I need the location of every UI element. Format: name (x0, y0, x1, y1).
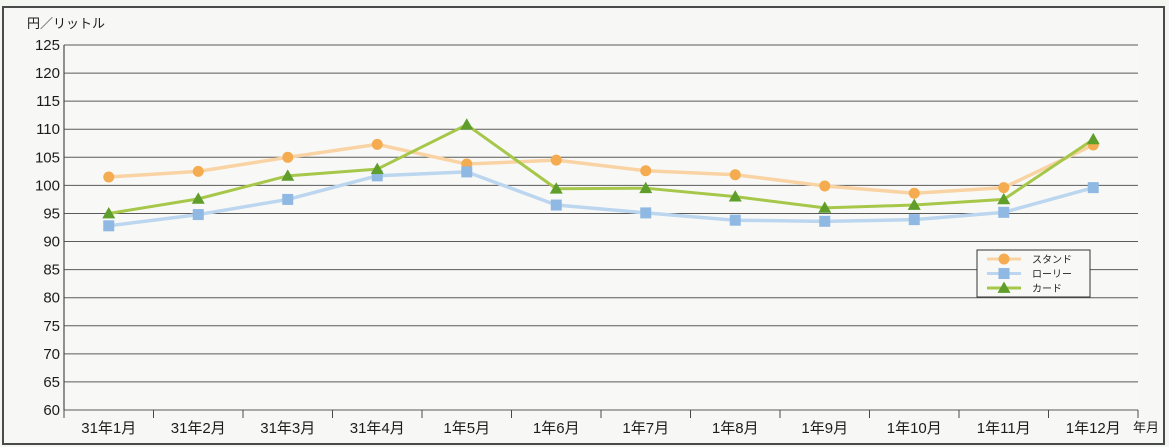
y-tick-label: 65 (43, 374, 60, 391)
y-tick-label: 110 (36, 121, 60, 138)
x-tick-label: 1年8月 (712, 420, 759, 437)
x-tick-label: 31年2月 (171, 420, 226, 437)
data-point-card (460, 118, 474, 130)
data-point-lorry (103, 220, 115, 232)
data-point-lorry (550, 199, 562, 211)
data-point-lorry (282, 193, 294, 205)
x-tick-label: 1年9月 (801, 420, 848, 437)
data-point-lorry (998, 206, 1010, 218)
legend-label-stand: スタンド (1032, 254, 1072, 266)
y-tick-label: 80 (43, 290, 60, 307)
x-tick-label: 31年1月 (81, 420, 136, 437)
x-tick-label: 1年5月 (443, 420, 490, 437)
data-point-card (191, 192, 205, 204)
series-group (102, 118, 1100, 232)
y-tick-label: 105 (35, 149, 60, 166)
data-point-card (1086, 132, 1100, 145)
data-point-stand (998, 182, 1010, 194)
data-point-stand (729, 169, 741, 181)
data-point-stand (819, 180, 831, 192)
legend-label-lorry: ローリー (1032, 270, 1072, 281)
x-tick-label: 1年11月 (977, 420, 1031, 437)
series-line-lorry (108, 170, 1094, 228)
series-lorry (108, 170, 1094, 228)
data-point-card (370, 162, 384, 174)
data-point-card (549, 182, 563, 194)
data-point-card (639, 181, 653, 194)
data-point-stand (192, 165, 204, 177)
data-point-card (102, 206, 116, 219)
series-markers-stand (103, 138, 1099, 199)
series-line-card (108, 123, 1095, 215)
x-unit-label: 年月 (1133, 420, 1159, 435)
series-line-stand (108, 142, 1095, 195)
y-tick-label: 60 (43, 402, 60, 419)
y-tick-label: 85 (43, 262, 60, 279)
y-unit-label: 円／リットル (27, 16, 105, 31)
data-point-stand (908, 187, 920, 199)
y-tick-label: 95 (43, 205, 60, 222)
data-point-stand (550, 154, 562, 166)
data-point-card (907, 198, 921, 210)
data-point-card (728, 190, 742, 202)
y-tick-label: 120 (35, 65, 60, 82)
series-markers-lorry (103, 166, 1099, 232)
y-tick-label: 75 (43, 318, 60, 335)
y-tick-label: 70 (43, 346, 60, 363)
legend-marker-stand (998, 253, 1010, 265)
legend-marker-card (997, 281, 1011, 293)
data-point-lorry (461, 166, 473, 178)
x-tick-label: 1年10月 (887, 420, 942, 437)
y-tick-label: 115 (36, 93, 60, 110)
x-tick-label: 31年3月 (260, 420, 315, 437)
x-tick-label: 31年4月 (350, 420, 405, 437)
legend-marker-lorry (998, 268, 1010, 279)
y-tick-label: 100 (35, 177, 60, 194)
data-point-stand (282, 151, 294, 163)
x-tick-label: 1年7月 (622, 420, 669, 437)
data-point-lorry (729, 214, 741, 226)
data-point-card (818, 201, 832, 213)
x-tick-label: 1年12月 (1066, 420, 1121, 437)
y-tick-label: 125 (35, 37, 60, 54)
x-tick-label: 1年6月 (533, 420, 580, 437)
series-card (108, 123, 1095, 215)
data-point-card (997, 192, 1011, 205)
data-point-stand (640, 165, 652, 177)
data-point-lorry (640, 207, 652, 219)
data-point-card (281, 169, 295, 181)
data-point-lorry (908, 214, 920, 226)
y-tick-label: 90 (43, 234, 60, 251)
data-point-lorry (819, 215, 831, 227)
grid: 60 65 70 75 80 85 90 95 100 105 110 115 120 125 31年1月 3… (35, 37, 1139, 437)
series-stand (108, 142, 1095, 195)
plot-area (64, 45, 1138, 410)
data-point-lorry (1087, 182, 1099, 194)
data-point-lorry (371, 170, 383, 182)
series-markers-card (102, 118, 1100, 219)
data-point-stand (103, 171, 115, 183)
legend-label-card: カード (1032, 283, 1062, 295)
data-point-stand (371, 138, 383, 150)
data-point-lorry (192, 209, 204, 221)
